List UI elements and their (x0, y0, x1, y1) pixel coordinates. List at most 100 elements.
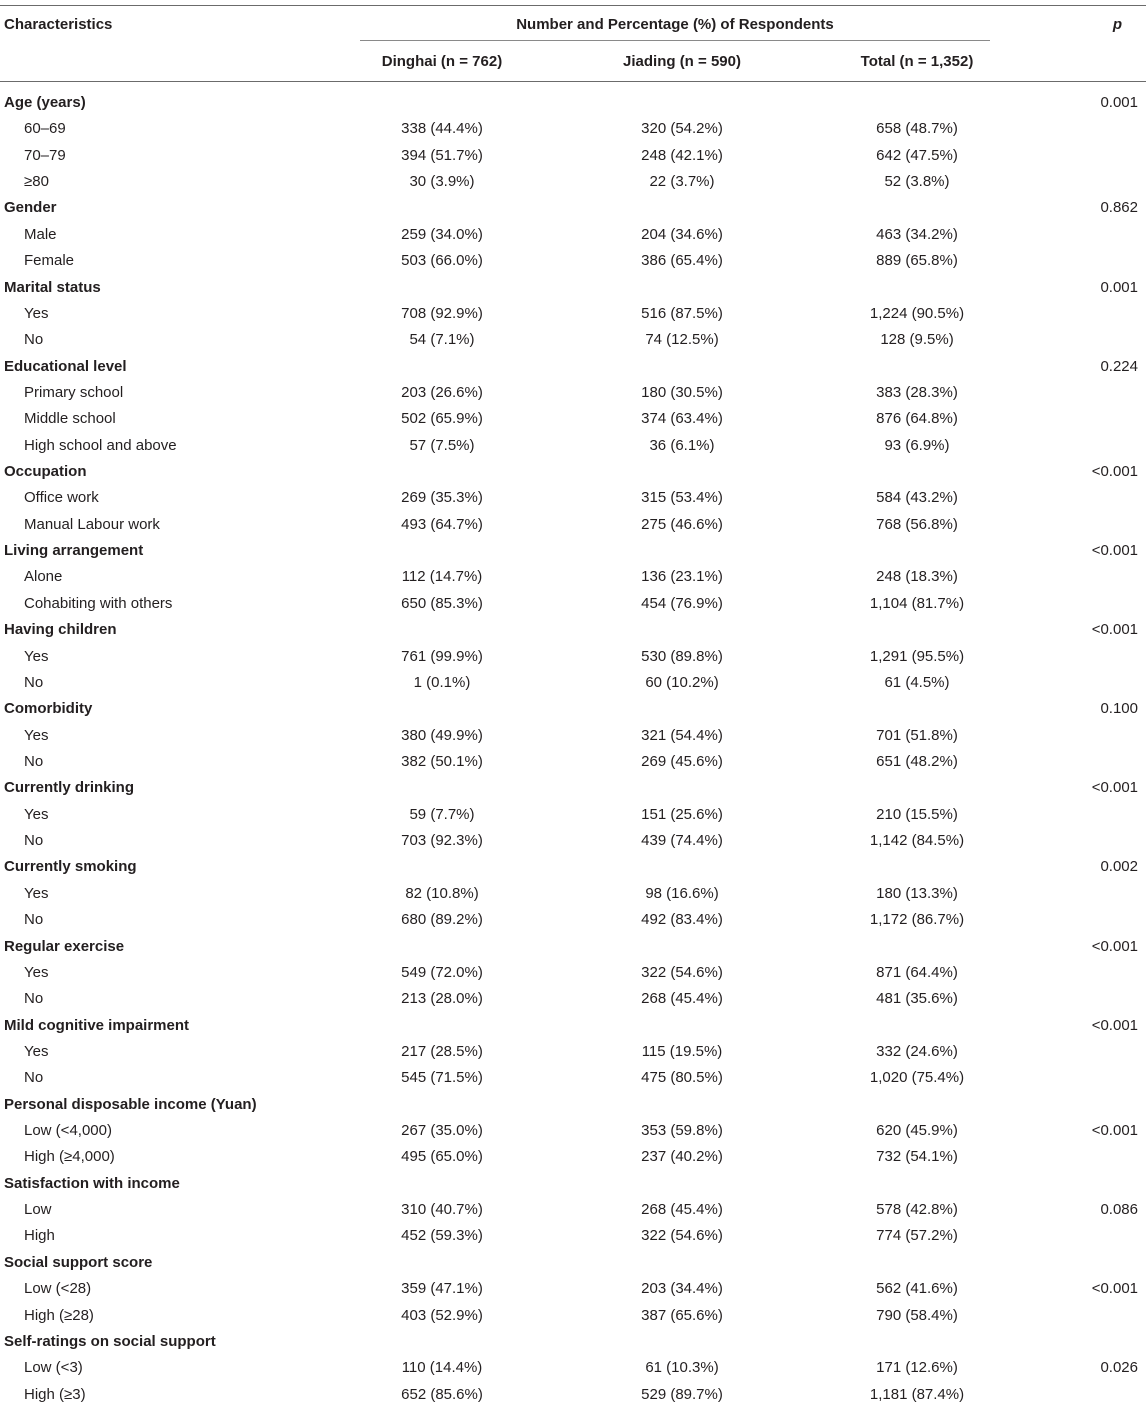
row-label: Manual Labour work (24, 515, 160, 533)
cell-dinghai: 57 (7.5%) (409, 436, 475, 454)
table-row: Yes 380 (49.9%) 321 (54.4%) 701 (51.8%) (0, 725, 1146, 751)
table-row: 70–79 394 (51.7%) 248 (42.1%) 642 (47.5%) (0, 145, 1146, 171)
cell-p-value: <0.001 (1091, 937, 1138, 955)
cell-jiading: 248 (42.1%) (641, 146, 723, 164)
header-span-rule (360, 40, 990, 41)
cell-p-value: 0.862 (1100, 199, 1138, 217)
cell-dinghai: 269 (35.3%) (401, 489, 483, 507)
row-label: Personal disposable income (Yuan) (4, 1095, 257, 1113)
header-col-dinghai: Dinghai (n = 762) (381, 53, 503, 70)
table-category-row: Currently smoking 0.002 (0, 856, 1146, 882)
table-category-row: Self-ratings on social support (0, 1331, 1146, 1357)
table-row: Primary school 203 (26.6%) 180 (30.5%) 383 … (0, 382, 1146, 408)
table-category-row: Social support score (0, 1252, 1146, 1278)
row-label: Primary school (24, 383, 124, 401)
row-label: Low (<28) (24, 1280, 92, 1298)
table-row: No 680 (89.2%) 492 (83.4%) 1,172 (86.7%) (0, 909, 1146, 935)
row-label: Yes (24, 647, 49, 665)
cell-jiading: 387 (65.6%) (641, 1306, 723, 1324)
row-label: No (24, 832, 44, 850)
cell-total: 1,224 (90.5%) (869, 304, 965, 322)
cell-p-value: <0.001 (1091, 1016, 1138, 1034)
row-label: Age (years) (4, 94, 86, 111)
cell-dinghai: 110 (14.4%) (401, 1359, 483, 1377)
cell-jiading: 61 (10.3%) (645, 1359, 719, 1377)
row-label: Office work (24, 489, 99, 507)
cell-jiading: 454 (76.9%) (641, 594, 723, 612)
cell-total: 463 (34.2%) (876, 225, 958, 243)
table-row: No 213 (28.0%) 268 (45.4%) 481 (35.6%) (0, 988, 1146, 1014)
cell-total: 701 (51.8%) (876, 726, 958, 744)
row-label: Yes (24, 1042, 49, 1060)
header-col-total: Total (n = 1,352) (860, 53, 974, 70)
row-label: Alone (24, 568, 63, 586)
table-row: Manual Labour work 493 (64.7%) 275 (46.6%)… (0, 514, 1146, 540)
row-label: High (24, 1227, 55, 1245)
table-header-rule (0, 81, 1146, 82)
table-category-row: Satisfaction with income (0, 1173, 1146, 1199)
table-row: ≥80 30 (3.9%) 22 (3.7%) 52 (3.8%) (0, 171, 1146, 197)
table-row: High school and above 57 (7.5%) 36 (6.1%) 9… (0, 435, 1146, 461)
cell-dinghai: 59 (7.7%) (409, 805, 475, 823)
table-row: Cohabiting with others 650 (85.3%) 454 (76… (0, 593, 1146, 619)
table-row: Yes 59 (7.7%) 151 (25.6%) 210 (15.5%) (0, 804, 1146, 830)
table-row: High (≥4,000) 495 (65.0%) 237 (40.2%) 732 (… (0, 1146, 1146, 1172)
row-label: Male (24, 225, 57, 243)
row-label: Comorbidity (4, 700, 93, 718)
cell-dinghai: 338 (44.4%) (401, 120, 483, 138)
row-label: Yes (24, 805, 49, 823)
row-label: Social support score (4, 1253, 153, 1271)
cell-total: 876 (64.8%) (876, 410, 958, 428)
table-row: Male 259 (34.0%) 204 (34.6%) 463 (34.2%) (0, 224, 1146, 250)
cell-total: 248 (18.3%) (876, 568, 958, 586)
cell-dinghai: 112 (14.7%) (401, 568, 483, 586)
row-label: Low (<3) (24, 1359, 83, 1377)
cell-total: 332 (24.6%) (876, 1042, 958, 1060)
cell-dinghai: 708 (92.9%) (401, 304, 483, 322)
cell-jiading: 204 (34.6%) (641, 225, 723, 243)
row-label: Currently drinking (4, 779, 135, 797)
cell-dinghai: 650 (85.3%) (401, 594, 483, 612)
cell-p-value: 0.086 (1100, 1201, 1138, 1219)
cell-jiading: 60 (10.2%) (645, 673, 719, 691)
cell-dinghai: 213 (28.0%) (401, 990, 483, 1008)
cell-jiading: 203 (34.4%) (641, 1280, 723, 1298)
table-row: Alone 112 (14.7%) 136 (23.1%) 248 (18.3%) (0, 566, 1146, 592)
table-row: No 545 (71.5%) 475 (80.5%) 1,020 (75.4%) (0, 1067, 1146, 1093)
table-category-row: Personal disposable income (Yuan) (0, 1094, 1146, 1120)
cell-jiading: 74 (12.5%) (645, 331, 719, 349)
cell-dinghai: 382 (50.1%) (401, 752, 483, 770)
row-label: Yes (24, 304, 49, 322)
cell-p-value: 0.001 (1100, 94, 1138, 111)
row-label: No (24, 911, 44, 929)
cell-dinghai: 545 (71.5%) (401, 1069, 483, 1087)
row-label: Gender (4, 199, 57, 217)
cell-p-value: 0.026 (1100, 1359, 1138, 1377)
cell-jiading: 315 (53.4%) (641, 489, 723, 507)
cell-jiading: 530 (89.8%) (641, 647, 723, 665)
cell-jiading: 374 (63.4%) (641, 410, 723, 428)
row-label: Educational level (4, 357, 127, 375)
cell-total: 1,020 (75.4%) (869, 1069, 965, 1087)
table-category-row: Currently drinking <0.001 (0, 777, 1146, 803)
cell-jiading: 439 (74.4%) (641, 832, 723, 850)
cell-jiading: 320 (54.2%) (641, 120, 723, 138)
row-label: Yes (24, 963, 49, 981)
table-top-rule (0, 5, 1146, 6)
table-row: No 54 (7.1%) 74 (12.5%) 128 (9.5%) (0, 329, 1146, 355)
cell-total: 584 (43.2%) (876, 489, 958, 507)
cell-p-value: 0.100 (1100, 700, 1138, 718)
cell-total: 871 (64.4%) (876, 963, 958, 981)
cell-dinghai: 502 (65.9%) (401, 410, 483, 428)
row-label: Satisfaction with income (4, 1174, 180, 1192)
row-label: No (24, 673, 44, 691)
cell-jiading: 98 (16.6%) (645, 884, 719, 902)
cell-total: 620 (45.9%) (876, 1122, 958, 1140)
cell-dinghai: 495 (65.0%) (401, 1148, 483, 1166)
cell-total: 61 (4.5%) (884, 673, 950, 691)
header-col-jiading: Jiading (n = 590) (623, 53, 741, 70)
row-label: Having children (4, 621, 117, 639)
row-label: 60–69 (24, 120, 66, 138)
row-label: Self-ratings on social support (4, 1332, 216, 1350)
cell-p-value: <0.001 (1091, 1280, 1138, 1298)
